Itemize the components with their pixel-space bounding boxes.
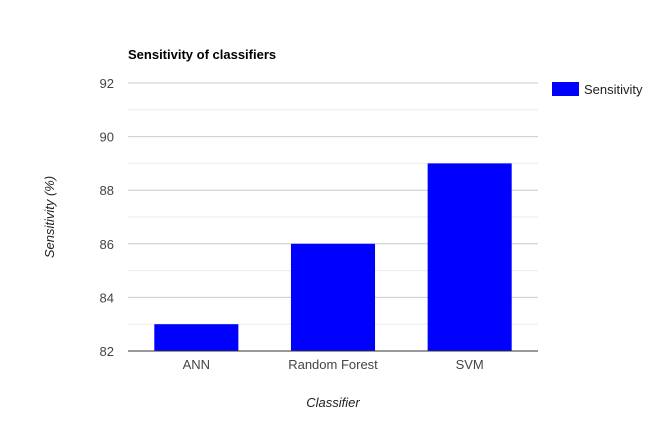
y-tick-label: 82 [100, 344, 114, 359]
y-axis-ticks: 82 84 86 88 90 92 [100, 76, 114, 359]
legend-swatch-sensitivity [552, 82, 579, 96]
x-tick-label: Random Forest [288, 357, 378, 372]
x-tick-label: SVM [456, 357, 484, 372]
x-axis-label: Classifier [306, 395, 360, 410]
bar-random-forest [290, 243, 376, 351]
y-tick-label: 90 [100, 130, 114, 145]
y-tick-label: 84 [100, 290, 114, 305]
legend-label-sensitivity: Sensitivity [584, 82, 643, 97]
legend: Sensitivity [552, 82, 643, 97]
y-tick-label: 86 [100, 237, 114, 252]
bar-svm [427, 163, 512, 351]
x-tick-label: ANN [183, 357, 210, 372]
y-tick-label: 88 [100, 183, 114, 198]
chart-title: Sensitivity of classifiers [128, 47, 276, 62]
y-axis-label: Sensitivity (%) [42, 176, 57, 258]
bars [154, 163, 512, 351]
bar-ann [154, 324, 239, 351]
y-tick-label: 92 [100, 76, 114, 91]
x-axis-ticks: ANN Random Forest SVM [183, 357, 484, 372]
